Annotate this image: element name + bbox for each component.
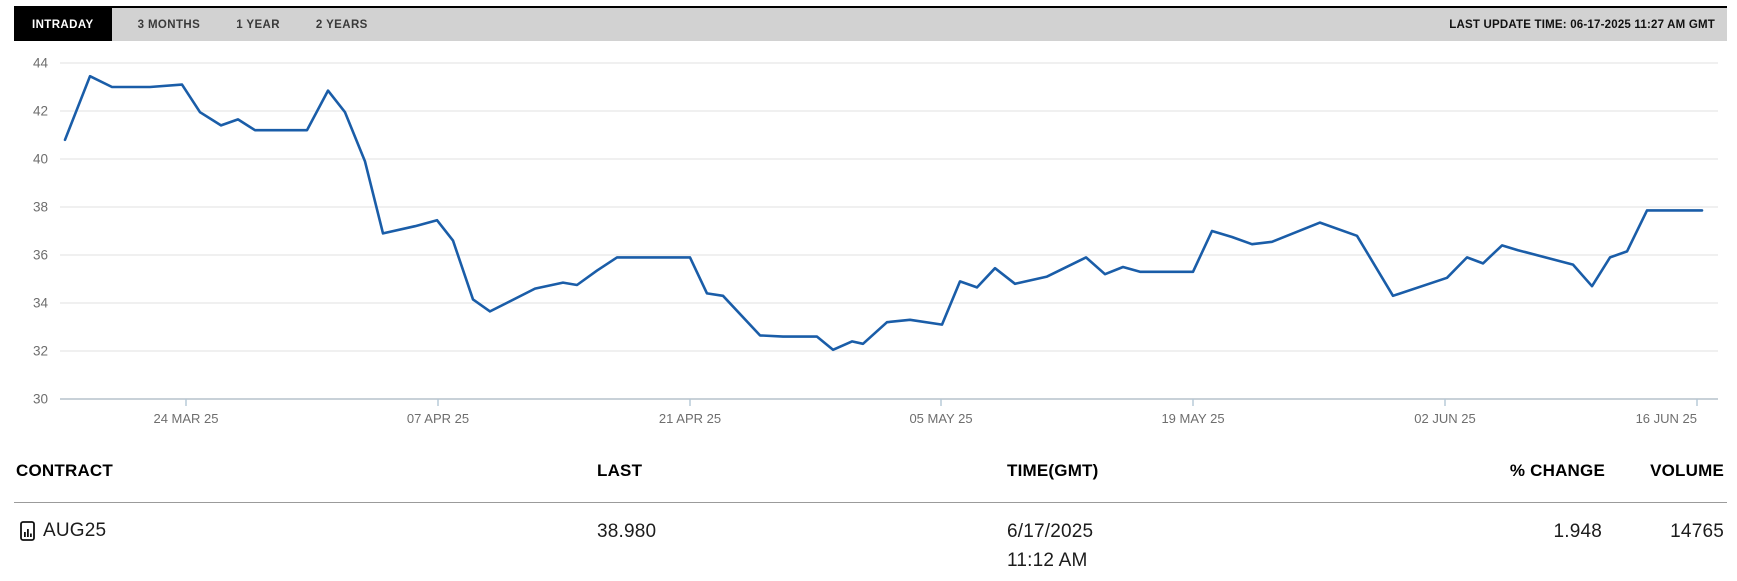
x-axis-tick-label: 19 MAY 25: [1161, 411, 1224, 426]
contract-label: AUG25: [43, 520, 107, 541]
trade-time-value: 11:12 AM: [1007, 550, 1088, 571]
tab-1-year[interactable]: 1 YEAR: [236, 18, 280, 31]
pct-change-value: 1.948: [1553, 521, 1602, 542]
tab-3-months[interactable]: 3 MONTHS: [137, 18, 201, 31]
y-axis-tick-label: 40: [33, 152, 48, 167]
table-header-contract: CONTRACT: [16, 461, 113, 480]
y-axis-tick-label: 30: [33, 392, 48, 407]
x-axis-tick-label: 21 APR 25: [659, 411, 721, 426]
x-axis-tick-label: 24 MAR 25: [153, 411, 218, 426]
y-axis-tick-label: 36: [33, 248, 48, 263]
x-axis-tick-label: 07 APR 25: [407, 411, 469, 426]
y-axis-tick-label: 42: [33, 104, 48, 119]
y-axis-tick-label: 32: [33, 344, 48, 359]
volume-value: 14765: [1670, 521, 1724, 542]
y-axis-tick-label: 38: [33, 200, 48, 215]
contract-chart-icon: [20, 521, 35, 541]
table-header-pct-change: % CHANGE: [1509, 461, 1605, 480]
table-divider: [14, 502, 1727, 503]
x-axis-tick-label: 05 MAY 25: [909, 411, 972, 426]
table-header-last: LAST: [597, 461, 643, 480]
x-axis-tick-label: 16 JUN 25: [1636, 411, 1697, 426]
widget-top-border: [14, 6, 1727, 8]
trade-date-value: 6/17/2025: [1007, 521, 1094, 542]
table-header-volume: VOLUME: [1650, 461, 1724, 480]
table-row[interactable]: AUG25: [20, 520, 106, 542]
last-update-time: LAST UPDATE TIME: 06-17-2025 11:27 AM GM…: [1449, 18, 1715, 31]
tab-intraday[interactable]: INTRADAY: [14, 8, 112, 41]
price-line-chart: 44 42 40 38 36 34 32 30 24 MAR 25 07 APR 25 21 APR…: [33, 56, 1718, 426]
table-header-time-gmt: TIME(GMT): [1007, 461, 1099, 480]
y-axis-tick-label: 34: [33, 296, 49, 311]
x-axis-tick-label: 02 JUN 25: [1414, 411, 1475, 426]
price-line-series: [63, 74, 1704, 352]
last-price-value: 38.980: [597, 521, 657, 542]
y-axis-tick-label: 44: [33, 56, 49, 71]
tab-2-years[interactable]: 2 YEARS: [315, 18, 368, 31]
range-tabbar: INTRADAY 3 MONTHS 1 YEAR 2 YEARS LAST UP…: [14, 8, 1727, 41]
